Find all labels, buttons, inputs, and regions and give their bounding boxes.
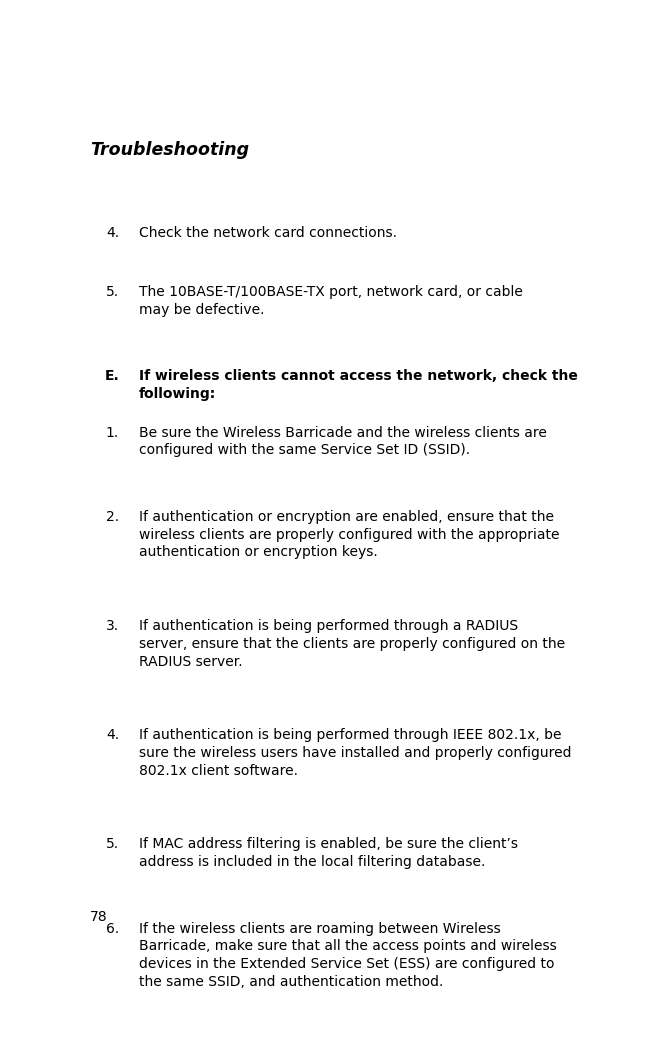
Text: 3.: 3. [106,619,119,633]
Text: E.: E. [104,369,119,383]
Text: If authentication is being performed through a RADIUS
server, ensure that the cl: If authentication is being performed thr… [139,619,566,668]
Text: If wireless clients cannot access the network, check the
following:: If wireless clients cannot access the ne… [139,369,578,400]
Text: 5.: 5. [106,838,119,851]
Text: 2.: 2. [106,510,119,523]
Text: Be sure the Wireless Barricade and the wireless clients are
configured with the : Be sure the Wireless Barricade and the w… [139,426,547,457]
Text: The 10BASE-T/100BASE-TX port, network card, or cable
may be defective.: The 10BASE-T/100BASE-TX port, network ca… [139,285,523,316]
Text: 5.: 5. [106,285,119,298]
Text: Check the network card connections.: Check the network card connections. [139,226,397,240]
Text: If MAC address filtering is enabled, be sure the client’s
address is included in: If MAC address filtering is enabled, be … [139,838,518,869]
Text: 1.: 1. [106,426,119,439]
Text: If the wireless clients are roaming between Wireless
Barricade, make sure that a: If the wireless clients are roaming betw… [139,922,557,989]
Text: Troubleshooting: Troubleshooting [90,141,250,159]
Text: If authentication is being performed through IEEE 802.1x, be
sure the wireless u: If authentication is being performed thr… [139,728,572,778]
Text: 4.: 4. [106,226,119,240]
Text: If authentication or encryption are enabled, ensure that the
wireless clients ar: If authentication or encryption are enab… [139,510,560,559]
Text: 4.: 4. [106,728,119,742]
Text: 6.: 6. [106,922,119,935]
Text: 78: 78 [90,910,108,924]
